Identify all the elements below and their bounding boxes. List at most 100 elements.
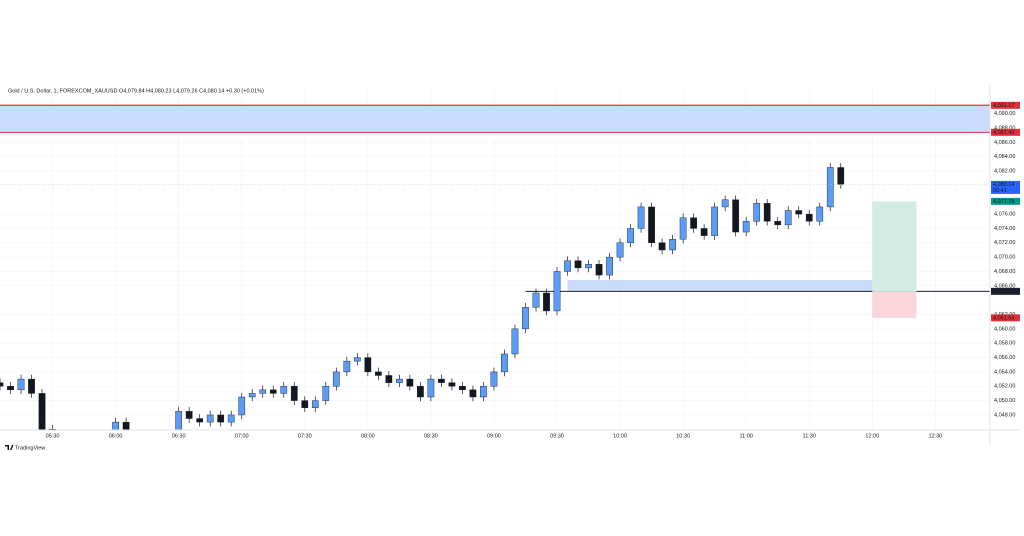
profit-zone: [872, 201, 917, 292]
candle-body: [679, 217, 687, 240]
candle-body: [669, 239, 676, 251]
candle-body: [7, 386, 14, 391]
candle-body: [417, 386, 424, 398]
brand-icon: [5, 445, 14, 450]
candle-body: [112, 421, 119, 430]
candle-body: [259, 389, 267, 394]
chart-background: [0, 85, 1024, 445]
zone: [567, 280, 917, 292]
candle-body: [227, 414, 235, 423]
x-tick-label: 05:30: [46, 433, 60, 439]
candle-body: [185, 411, 193, 419]
candle-body: [206, 414, 214, 423]
candle-body: [70, 458, 76, 465]
candle-body: [690, 217, 697, 229]
x-tick-label: 08:30: [424, 433, 438, 439]
candle-body: [374, 371, 382, 376]
candle-body: [826, 167, 834, 208]
zone: [0, 105, 990, 133]
candle-body: [322, 386, 330, 401]
y-tick-label: 4,058.00: [994, 341, 1015, 347]
y-tick-label: 4,088.00: [994, 125, 1015, 131]
candle-body: [763, 203, 771, 222]
candle-body: [427, 378, 435, 398]
y-tick-label: 4,082.00: [994, 169, 1015, 175]
price-label-bg: [991, 180, 1020, 194]
candle-body: [637, 206, 645, 229]
plot-area: [0, 85, 990, 465]
loss-zone: [872, 291, 917, 318]
y-tick-label: 4,070.00: [994, 255, 1015, 261]
candle-body: [732, 199, 740, 233]
axes: 4,048.00 4,050.00 4,052.00 4,054.00 4,056.00…: [46, 101, 1020, 439]
candle-body: [574, 260, 582, 269]
x-tick-label: 12:00: [865, 433, 879, 439]
x-tick-label: 06:30: [172, 433, 186, 439]
candle-body: [406, 378, 414, 387]
candle-body: [301, 400, 309, 408]
candle-body: [753, 203, 761, 222]
candle-body: [564, 260, 571, 272]
candle-body: [311, 400, 319, 408]
candle-body: [17, 378, 25, 391]
candle-body: [332, 371, 340, 387]
candle-body: [248, 393, 256, 398]
candle-body: [721, 199, 729, 208]
candle-body: [795, 210, 803, 215]
y-tick-label: 4,074.00: [994, 226, 1015, 232]
candle-body: [553, 271, 561, 312]
candle-body: [0, 382, 4, 387]
x-tick-label: 10:00: [613, 433, 627, 439]
candle-body: [60, 451, 66, 458]
candle-body: [784, 210, 792, 226]
candle-body: [532, 292, 540, 308]
candle-body: [343, 360, 351, 373]
price-label-bg: [991, 197, 1020, 205]
y-tick-label: 4,068.00: [994, 269, 1015, 275]
candle-body: [385, 375, 393, 383]
y-tick-label: 4,086.00: [994, 140, 1015, 146]
x-tick-label: 07:30: [298, 433, 312, 439]
x-tick-label: 06:00: [109, 433, 123, 439]
candle-body: [606, 256, 613, 276]
candle-body: [280, 386, 288, 394]
y-tick-label: 4,084.00: [994, 154, 1015, 160]
y-tick-label: 4,054.00: [994, 369, 1015, 375]
price-label-bg: [991, 314, 1020, 322]
candle-body: [81, 458, 87, 465]
price-label: 4,065.23: [993, 289, 1014, 295]
y-tick-label: 4,090.00: [994, 111, 1015, 117]
candle-body: [38, 393, 46, 430]
x-tick-label: 08:00: [361, 433, 375, 439]
candle-body: [742, 221, 750, 233]
candle-body: [91, 451, 97, 458]
x-tick-label: 07:00: [235, 433, 249, 439]
brand-name: TradingView: [15, 445, 45, 451]
y-tick-label: 4,060.00: [994, 326, 1015, 332]
countdown-label: 00:41: [993, 188, 1007, 194]
y-tick-label: 4,056.00: [994, 355, 1015, 361]
candle-body: [595, 264, 603, 276]
candle-body: [616, 242, 624, 258]
candle-body: [122, 421, 130, 430]
candle-body: [269, 389, 277, 394]
candle-body: [648, 206, 655, 243]
x-tick-label: 10:30: [676, 433, 690, 439]
price-label-bg: [991, 287, 1020, 295]
candle-body: [816, 206, 824, 222]
candle-body: [511, 328, 519, 355]
candle-body: [501, 353, 508, 373]
candle-body: [837, 167, 845, 185]
candle-body: [353, 357, 361, 362]
candle-body: [438, 378, 445, 383]
candle-body: [627, 228, 634, 243]
brand-logo: TradingView: [5, 445, 45, 451]
candle-body: [28, 378, 35, 394]
candle-body: [585, 264, 592, 269]
candle-body: [175, 411, 183, 430]
candle-body: [459, 386, 466, 391]
candle-body: [480, 386, 487, 398]
y-tick-label: 4,072.00: [994, 240, 1015, 246]
y-tick-label: 4,052.00: [994, 384, 1015, 390]
